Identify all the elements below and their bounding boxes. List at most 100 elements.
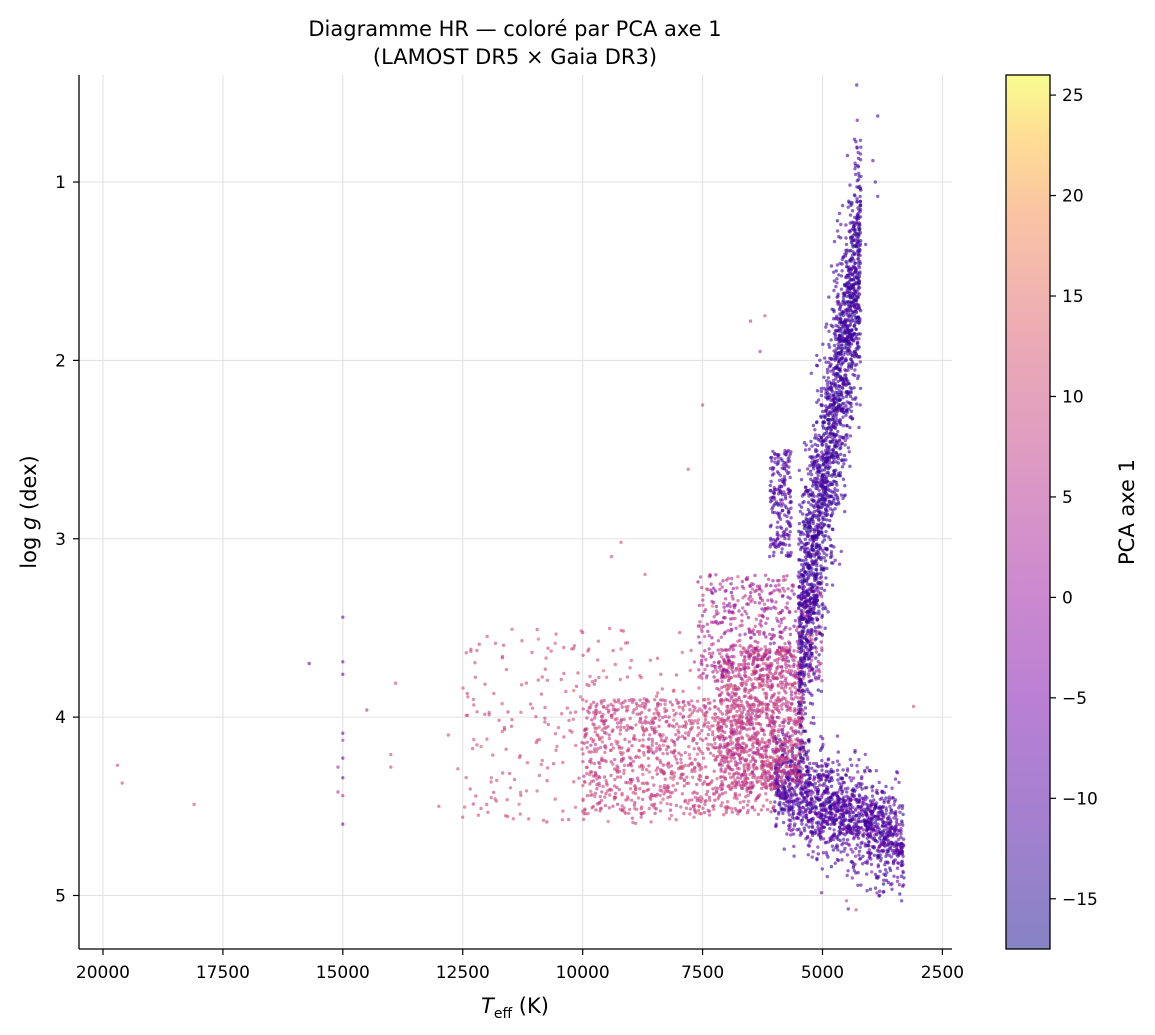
data-point (752, 650, 756, 654)
data-point (851, 776, 856, 780)
data-point (819, 640, 823, 644)
data-point (789, 693, 794, 697)
data-point (750, 712, 754, 716)
data-point (619, 759, 623, 763)
data-point (711, 642, 715, 646)
data-point (765, 583, 769, 587)
data-point (807, 781, 812, 785)
data-point (704, 608, 708, 612)
data-point (865, 785, 869, 790)
data-point (688, 756, 692, 760)
data-point (755, 779, 759, 783)
data-point (618, 728, 623, 732)
data-point (857, 853, 861, 857)
data-point (848, 183, 852, 187)
data-point (897, 780, 901, 785)
data-point (604, 759, 608, 764)
data-point (890, 887, 894, 891)
data-point (738, 724, 742, 729)
data-point (727, 659, 731, 663)
data-point (738, 731, 742, 735)
data-point (722, 760, 726, 764)
data-point (796, 762, 801, 766)
data-point (858, 309, 863, 313)
data-point (731, 741, 735, 745)
data-point (733, 763, 738, 767)
data-point (802, 795, 806, 800)
data-point (827, 797, 831, 801)
data-point (898, 810, 902, 814)
data-point (644, 768, 649, 772)
data-point (823, 815, 827, 819)
data-point (783, 742, 787, 746)
data-point (826, 786, 830, 790)
data-point (888, 827, 893, 831)
data-point (620, 705, 624, 709)
data-point (747, 690, 751, 695)
data-point (647, 737, 651, 741)
data-point (726, 628, 730, 633)
data-point (792, 844, 796, 849)
data-point (730, 576, 734, 581)
data-point (845, 873, 849, 878)
data-point (868, 809, 872, 814)
data-point (657, 724, 661, 729)
data-point (825, 874, 829, 879)
data-point (729, 590, 734, 595)
data-point (899, 845, 903, 849)
data-point (822, 818, 826, 822)
data-point (663, 702, 667, 706)
data-point (781, 593, 785, 598)
data-point (857, 265, 862, 270)
data-point (712, 664, 716, 668)
data-point (707, 813, 712, 817)
data-point (740, 650, 745, 655)
data-point (837, 781, 841, 786)
data-point (802, 826, 806, 830)
data-point (844, 236, 848, 240)
data-point (824, 777, 828, 782)
data-point (836, 848, 840, 852)
data-point (614, 739, 618, 743)
data-point (659, 801, 663, 805)
data-point (749, 791, 753, 795)
data-point (858, 360, 862, 364)
data-point (776, 734, 780, 738)
data-point (756, 657, 761, 661)
data-point (747, 654, 751, 658)
data-point (589, 737, 593, 741)
data-point (609, 773, 613, 778)
data-point (870, 870, 874, 874)
data-point (869, 857, 873, 861)
data-point (896, 861, 900, 865)
data-point (854, 822, 859, 826)
data-point (682, 811, 686, 816)
data-point (730, 810, 734, 814)
data-point (804, 813, 808, 818)
data-point (750, 734, 755, 738)
data-point (771, 579, 775, 583)
data-point (891, 796, 895, 800)
data-point (769, 729, 773, 734)
data-point (756, 731, 761, 735)
data-point (760, 728, 765, 732)
data-point (812, 803, 816, 808)
data-point (815, 856, 819, 861)
data-point (728, 709, 733, 714)
data-point (782, 717, 786, 722)
data-point (705, 775, 710, 780)
data-point (813, 831, 817, 836)
data-point (871, 845, 875, 850)
data-point (604, 779, 608, 783)
data-point (797, 542, 801, 546)
data-point (586, 811, 590, 816)
data-point (810, 821, 814, 825)
data-point (805, 803, 809, 808)
data-point (865, 802, 869, 807)
data-point (857, 849, 862, 853)
data-point (700, 728, 704, 733)
data-point (750, 720, 754, 725)
data-point (719, 767, 723, 771)
data-point (845, 831, 849, 835)
data-point (709, 743, 713, 747)
